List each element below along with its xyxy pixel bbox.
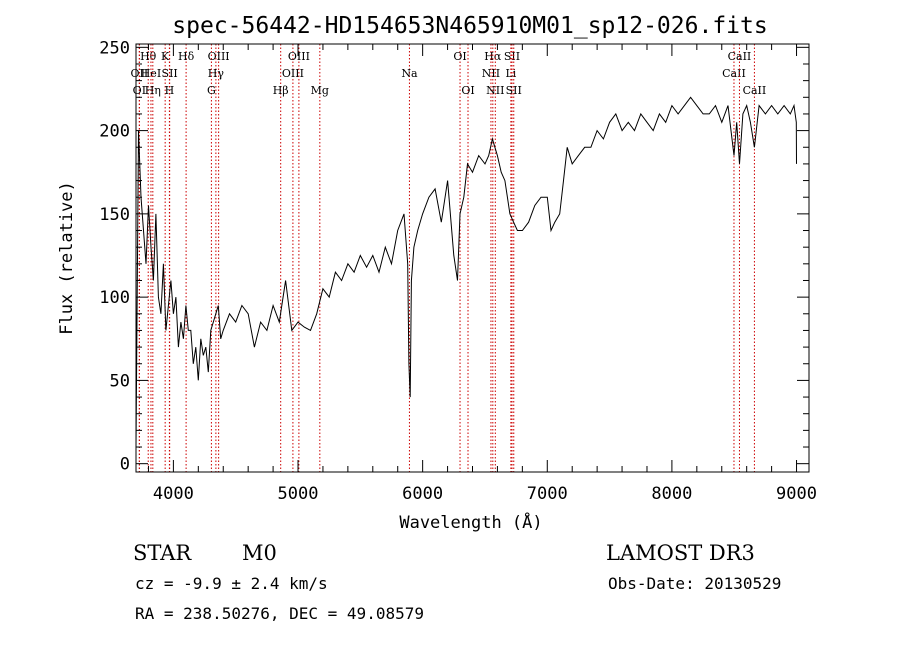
y-tick-label: 200: [99, 122, 130, 142]
line-label: G: [207, 84, 216, 97]
line-label: CaII: [722, 67, 746, 80]
axis-ticks: 4000 5000 6000 7000 8000 9000 0 50 100 150 200 250: [99, 38, 817, 504]
line-label: Hη: [145, 84, 161, 97]
line-label: NII: [486, 84, 504, 97]
line-label: CaII: [728, 50, 752, 63]
x-axis-label: Wavelength (Å): [399, 511, 542, 533]
x-tick-label: 9000: [776, 484, 817, 504]
line-label: Na: [401, 67, 418, 80]
spectrum-series-line: [135, 96, 797, 448]
coordinates-text: RA = 238.50276, DEC = 49.08579: [135, 604, 424, 623]
redshift-text: cz = -9.9 ± 2.4 km/s: [135, 574, 328, 593]
chart-title: spec-56442-HD154653N465910M01_sp12-026.f…: [172, 13, 767, 39]
y-tick-label: 150: [99, 205, 130, 225]
line-label: Hγ: [208, 67, 225, 80]
y-axis-label: Flux (relative): [57, 181, 77, 335]
x-tick-label: 5000: [278, 484, 319, 504]
y-tick-label: 100: [99, 288, 130, 308]
line-label: Hδ: [178, 50, 195, 63]
line-label: K: [161, 50, 170, 63]
obs-date-text: Obs-Date: 20130529: [608, 574, 781, 593]
line-label: H: [165, 84, 175, 97]
y-tick-label: 250: [99, 38, 130, 58]
line-label: OI: [453, 50, 466, 63]
x-tick-label: 8000: [651, 484, 692, 504]
line-label: CaII: [743, 84, 767, 97]
line-label: Mg: [311, 84, 329, 97]
x-tick-label: 7000: [527, 484, 568, 504]
line-label: SII: [506, 84, 522, 97]
line-label: NII: [482, 67, 500, 80]
line-label: HeI: [141, 67, 161, 80]
line-label: Hβ: [273, 84, 289, 97]
object-class: STAR: [133, 541, 192, 565]
x-tick-label: 4000: [153, 484, 194, 504]
line-label: OI: [461, 84, 474, 97]
line-label: OIII: [208, 50, 230, 63]
plot-frame: [135, 43, 810, 473]
line-label: Hθ: [140, 50, 157, 63]
y-tick-label: 0: [120, 455, 130, 475]
x-tick-label: 6000: [402, 484, 443, 504]
survey-name: LAMOST DR3: [606, 541, 755, 565]
y-tick-label: 50: [110, 371, 130, 391]
line-label: SII: [504, 50, 520, 63]
object-subclass: M0: [242, 541, 277, 565]
line-label: Hα: [484, 50, 502, 63]
line-label: OIII: [288, 50, 310, 63]
line-label: OIII: [282, 67, 304, 80]
line-label: Li: [505, 67, 516, 80]
